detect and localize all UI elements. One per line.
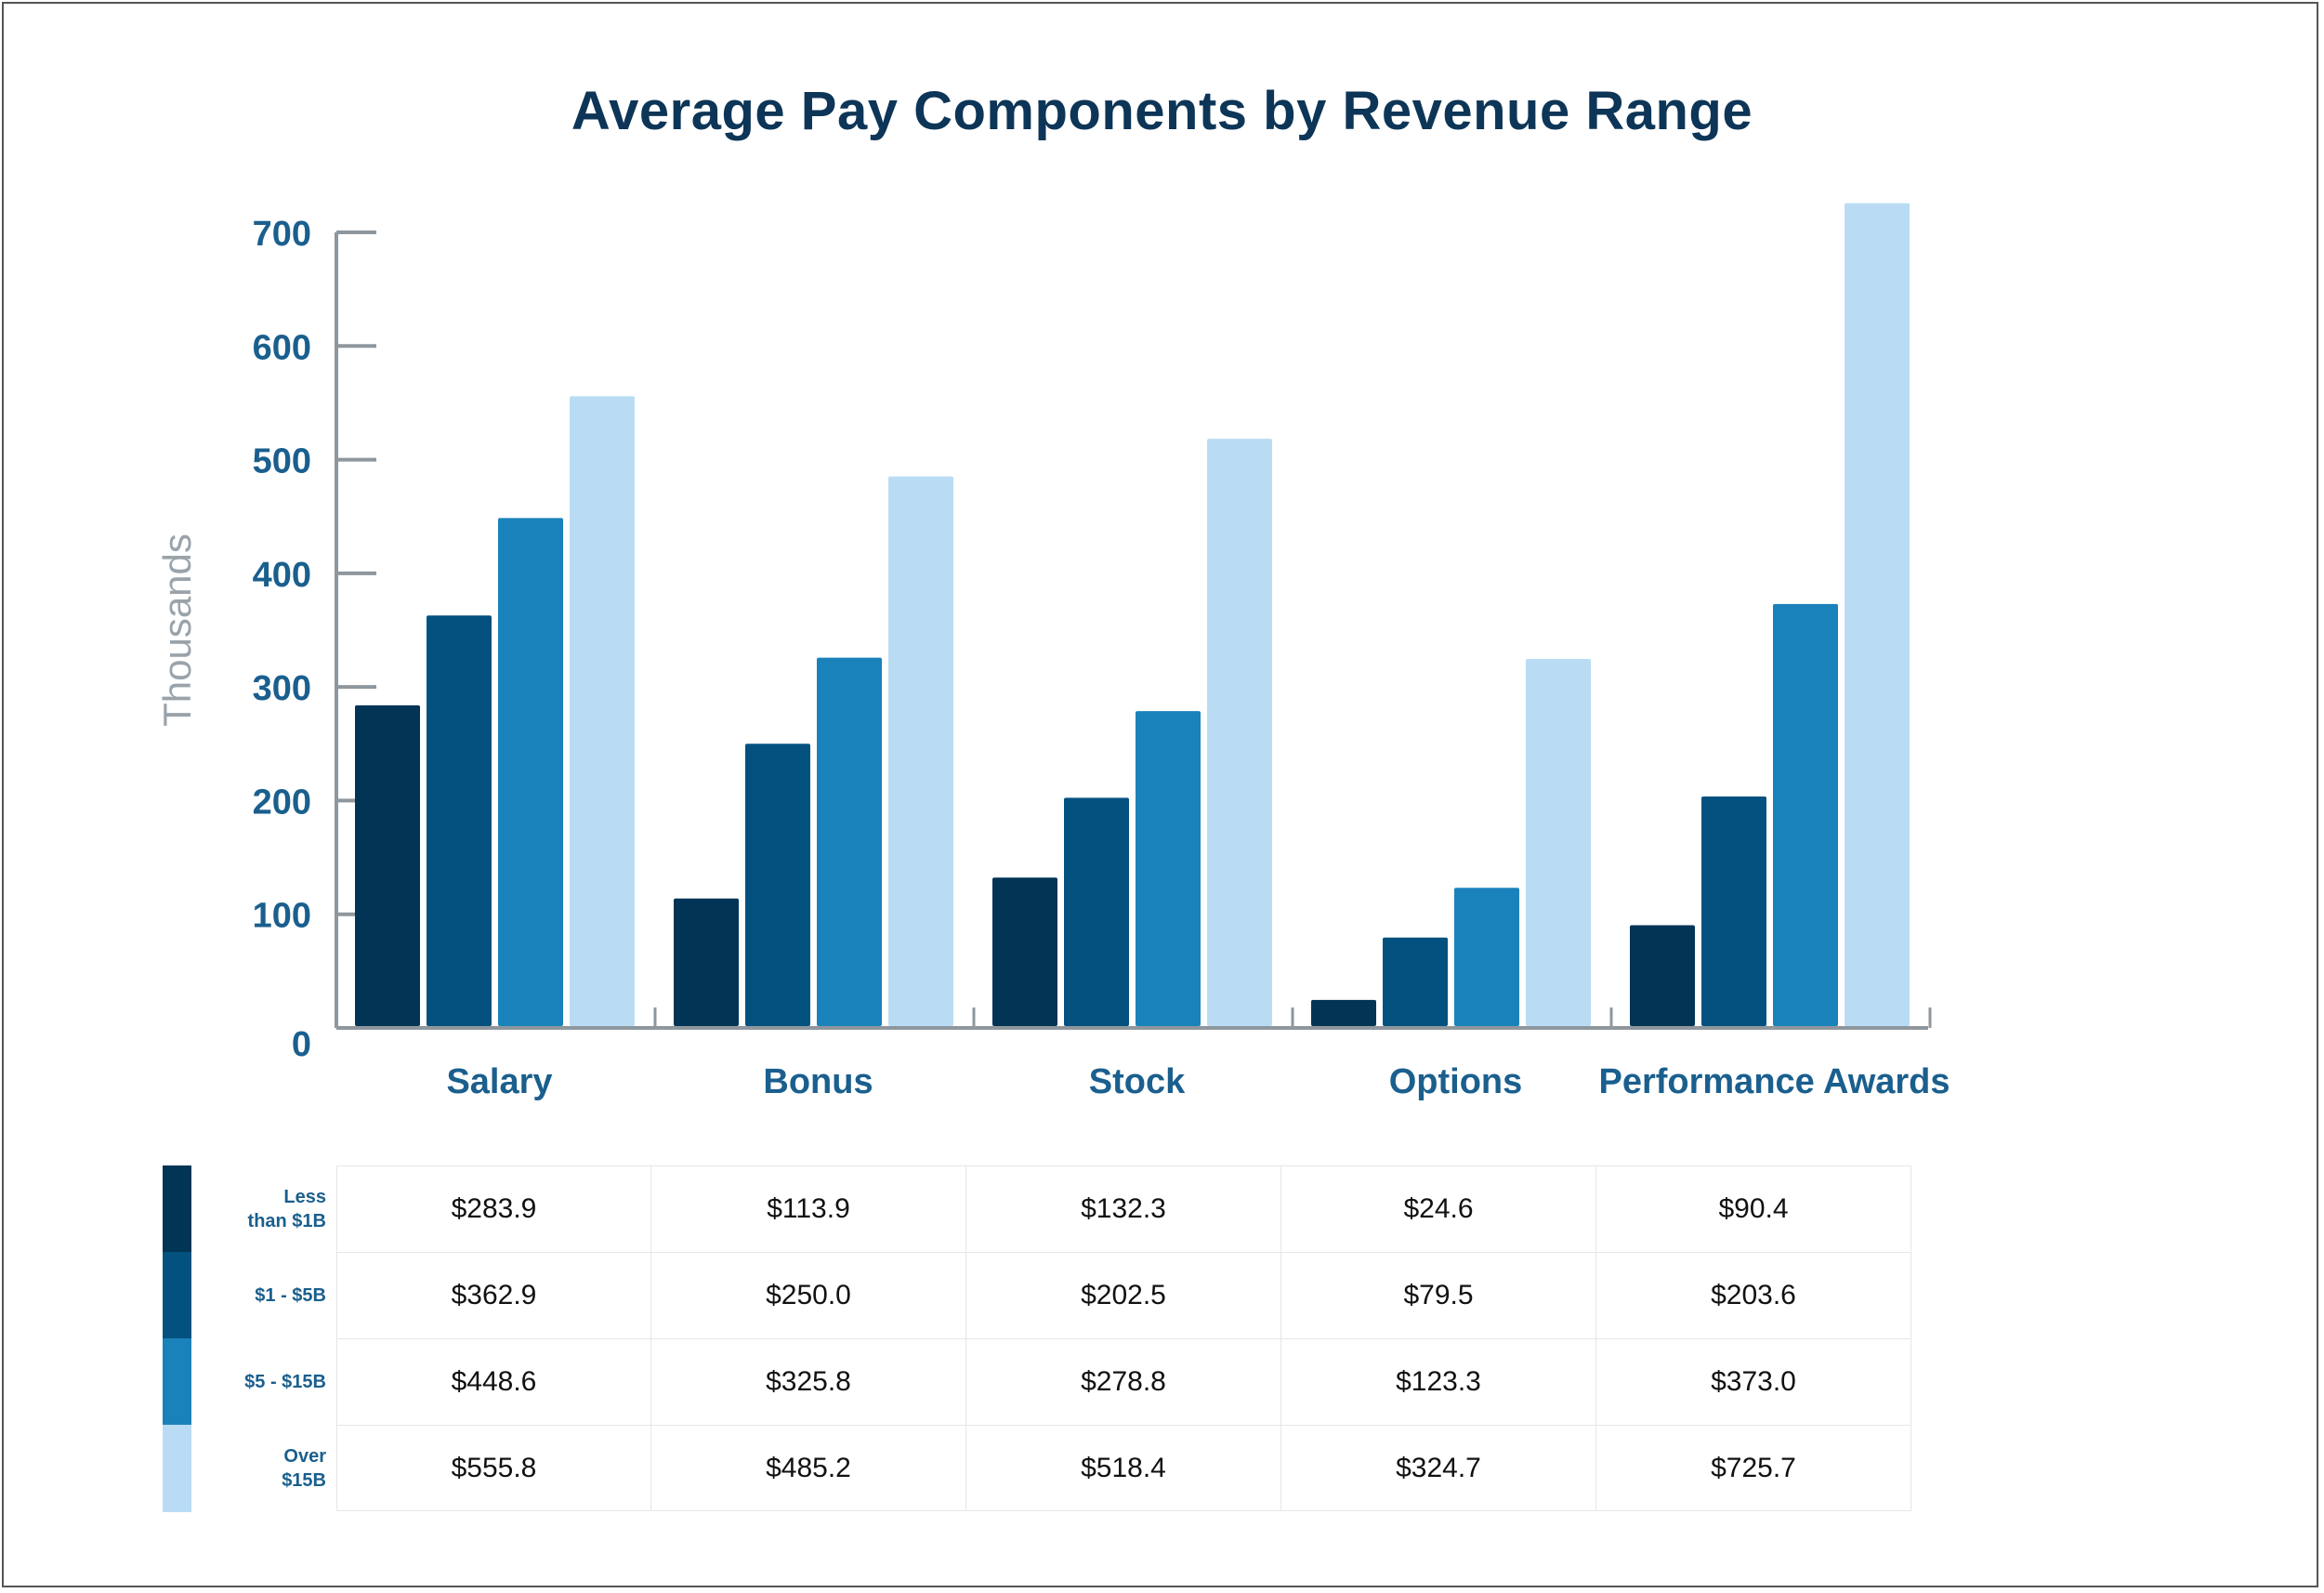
table-cell: $203.6 (1596, 1252, 1911, 1338)
table-cell: $325.8 (651, 1338, 966, 1425)
table-cell: $202.5 (966, 1252, 1281, 1338)
bar (355, 704, 420, 1026)
bar (570, 396, 635, 1026)
table-row: Over $15B $555.8 $485.2 $518.4 $324.7 $725.7 (163, 1425, 1915, 1512)
y-tick-label: 600 (253, 328, 311, 367)
bar (1526, 658, 1591, 1026)
y-axis-title: Thousands (155, 533, 199, 727)
y-tick-label: 300 (253, 669, 311, 708)
table-cell: $113.9 (651, 1165, 966, 1252)
table-row: $5 - $15B $448.6 $325.8 $278.8 $123.3 $373.0 (163, 1338, 1915, 1426)
legend-swatch (163, 1165, 191, 1253)
bar (498, 518, 563, 1026)
bar (1136, 711, 1201, 1026)
x-category-label: Performance Awards (1598, 1062, 1950, 1101)
table-cell: $448.6 (336, 1338, 651, 1425)
table-cell: $24.6 (1281, 1165, 1596, 1252)
legend-label: Less than $1B (247, 1186, 326, 1231)
bar (1701, 796, 1766, 1026)
table-cell: $79.5 (1281, 1252, 1596, 1338)
y-tick-label: 400 (253, 556, 311, 595)
legend-swatch (163, 1425, 191, 1512)
table-cell: $90.4 (1596, 1165, 1911, 1252)
table-cell: $250.0 (651, 1252, 966, 1338)
table-cell: $555.8 (336, 1425, 651, 1511)
bar (817, 657, 882, 1026)
y-tick-label: 0 (292, 1025, 311, 1064)
x-category-label: Options (1389, 1062, 1523, 1101)
bar (1311, 999, 1376, 1026)
table-cell: $518.4 (966, 1425, 1281, 1511)
legend-swatch (163, 1252, 191, 1339)
chart-title: Average Pay Components by Revenue Range (571, 81, 1753, 141)
table-row: $1 - $5B $362.9 $250.0 $202.5 $79.5 $203.6 (163, 1252, 1915, 1339)
table-cell: $123.3 (1281, 1338, 1596, 1425)
bar (745, 744, 810, 1026)
bar (1383, 937, 1448, 1026)
table-cell: $485.2 (651, 1425, 966, 1511)
table-cell: $725.7 (1596, 1425, 1911, 1511)
bar (1773, 603, 1838, 1026)
x-category-label: Stock (1089, 1062, 1186, 1101)
table-cell: $283.9 (336, 1165, 651, 1252)
table-cell: $132.3 (966, 1165, 1281, 1252)
bar (1630, 925, 1695, 1026)
legend-label: $5 - $15B (244, 1371, 326, 1392)
x-category-label: Bonus (763, 1062, 873, 1101)
table-row: Less than $1B $283.9 $113.9 $132.3 $24.6 $90.… (163, 1165, 1915, 1253)
legend-label: $1 - $5B (255, 1284, 326, 1306)
legend-label: Over $15B (282, 1445, 326, 1491)
legend-swatch (163, 1338, 191, 1426)
table-cell: $278.8 (966, 1338, 1281, 1425)
y-tick-label: 700 (253, 215, 311, 254)
x-category-label: Salary (446, 1062, 552, 1101)
y-tick-label: 200 (253, 783, 311, 822)
bar (888, 476, 953, 1026)
bar (1454, 888, 1519, 1026)
bar (1064, 797, 1129, 1026)
y-tick-label: 500 (253, 442, 311, 481)
table-cell: $324.7 (1281, 1425, 1596, 1511)
bar (674, 898, 739, 1026)
bar (992, 877, 1057, 1026)
table-cell: $373.0 (1596, 1338, 1911, 1425)
table-cell: $362.9 (336, 1252, 651, 1338)
bar (1207, 439, 1272, 1026)
y-tick-label: 100 (253, 897, 311, 936)
bar (427, 615, 492, 1026)
bar (1845, 203, 1910, 1026)
